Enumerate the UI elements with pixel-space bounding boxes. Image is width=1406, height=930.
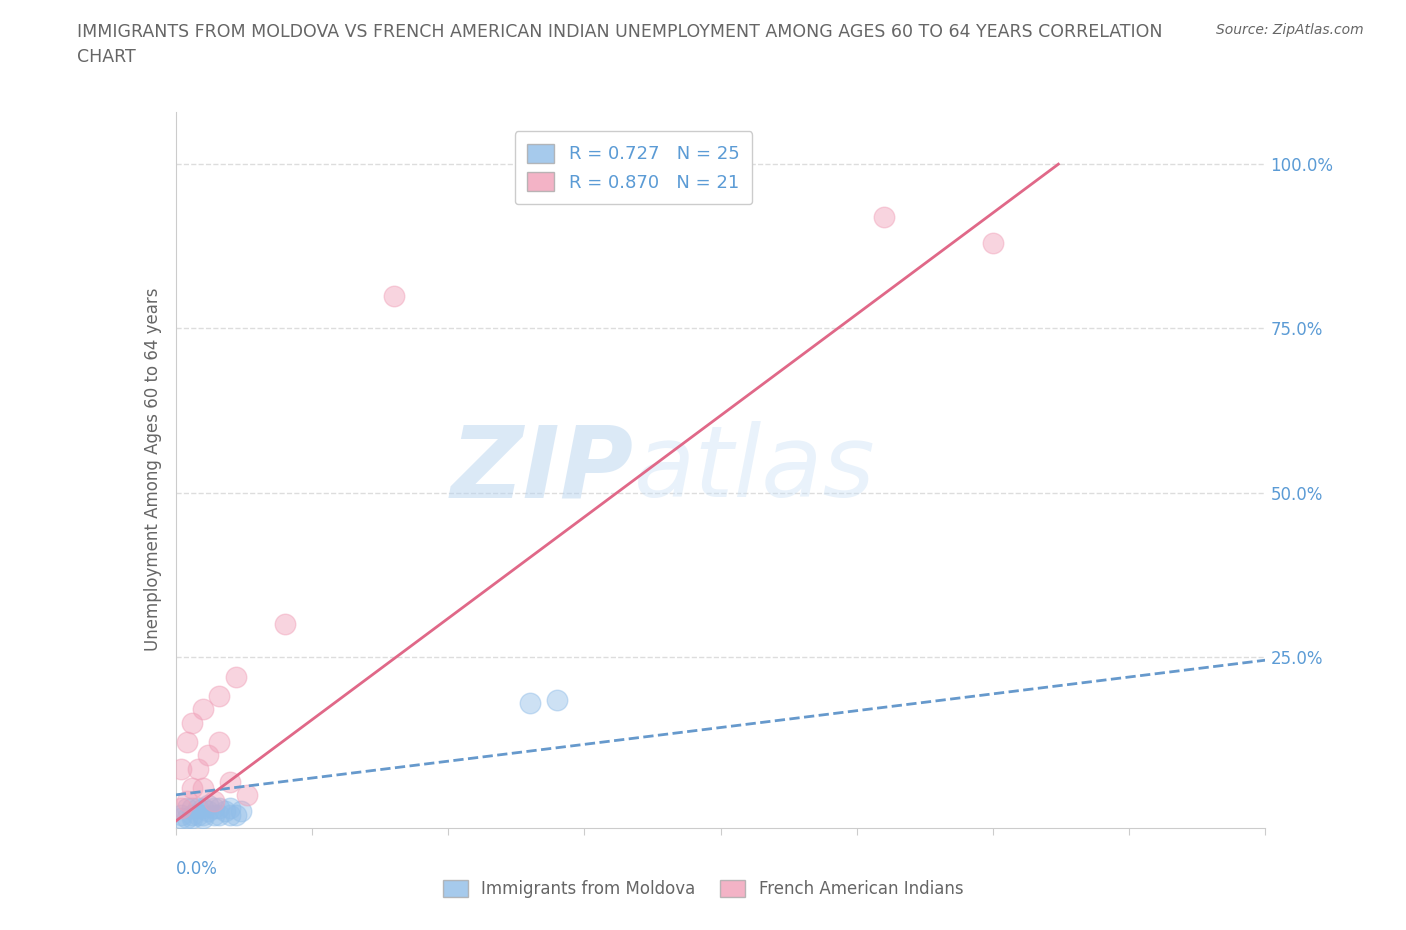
Point — [176, 801, 198, 816]
Point — [197, 797, 219, 812]
Point — [546, 692, 568, 707]
Point — [170, 761, 193, 776]
Point — [181, 801, 204, 816]
Text: Source: ZipAtlas.com: Source: ZipAtlas.com — [1216, 23, 1364, 37]
Point — [191, 801, 214, 816]
Point — [219, 807, 242, 822]
Point — [382, 288, 405, 303]
Point — [191, 702, 214, 717]
Point — [202, 807, 225, 822]
Point — [202, 801, 225, 816]
Point — [225, 670, 247, 684]
Point — [181, 715, 204, 730]
Point — [197, 748, 219, 763]
Point — [208, 801, 231, 816]
Point — [208, 807, 231, 822]
Point — [191, 781, 214, 796]
Text: 0.0%: 0.0% — [176, 860, 218, 878]
Text: CHART: CHART — [77, 48, 136, 66]
Point — [191, 807, 214, 822]
Point — [170, 810, 193, 825]
Point — [981, 235, 1004, 250]
Point — [191, 810, 214, 825]
Point — [176, 794, 198, 809]
Legend: R = 0.727   N = 25, R = 0.870   N = 21: R = 0.727 N = 25, R = 0.870 N = 21 — [515, 131, 752, 205]
Text: ZIP: ZIP — [450, 421, 633, 518]
Point — [519, 696, 541, 711]
Point — [219, 775, 242, 790]
Point — [186, 761, 209, 776]
Point — [186, 807, 209, 822]
Point — [202, 794, 225, 809]
Point — [873, 209, 896, 224]
Point — [219, 801, 242, 816]
Point — [208, 689, 231, 704]
Text: atlas: atlas — [633, 421, 875, 518]
Point — [197, 804, 219, 818]
Point — [186, 801, 209, 816]
Point — [181, 807, 204, 822]
Point — [225, 807, 247, 822]
Point — [231, 804, 253, 818]
Legend: Immigrants from Moldova, French American Indians: Immigrants from Moldova, French American… — [436, 873, 970, 905]
Point — [181, 781, 204, 796]
Point — [274, 617, 297, 631]
Point — [170, 807, 193, 822]
Text: IMMIGRANTS FROM MOLDOVA VS FRENCH AMERICAN INDIAN UNEMPLOYMENT AMONG AGES 60 TO : IMMIGRANTS FROM MOLDOVA VS FRENCH AMERIC… — [77, 23, 1163, 41]
Point — [176, 735, 198, 750]
Point — [181, 810, 204, 825]
Point — [235, 788, 257, 803]
Point — [208, 735, 231, 750]
Point — [176, 810, 198, 825]
Point — [214, 804, 236, 818]
Y-axis label: Unemployment Among Ages 60 to 64 years: Unemployment Among Ages 60 to 64 years — [143, 288, 162, 651]
Point — [170, 801, 193, 816]
